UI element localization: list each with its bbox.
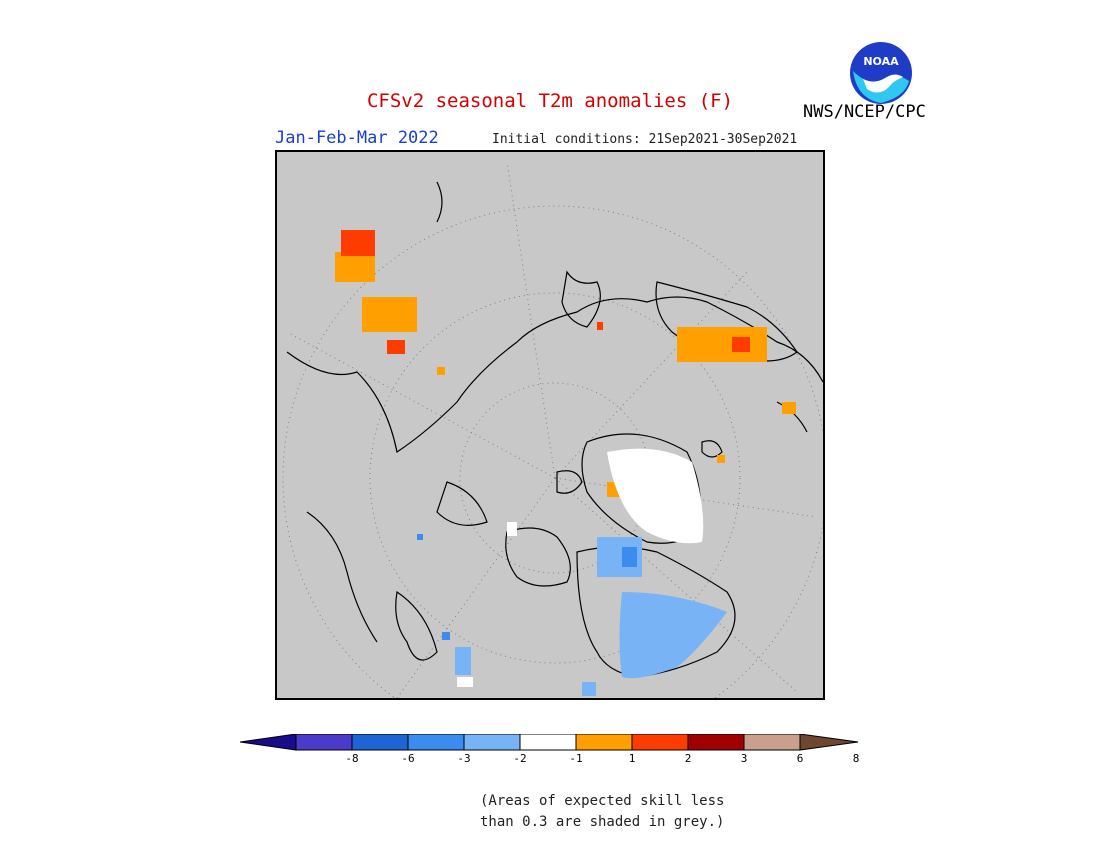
legend-swatch: [295, 733, 353, 751]
anomaly-patch: [717, 455, 725, 463]
anomaly-patch: [677, 327, 767, 362]
legend-tick-label: -6: [401, 752, 414, 765]
legend-tick-label: -2: [513, 752, 526, 765]
legend-swatch: [407, 733, 465, 751]
legend-swatch: [463, 733, 521, 751]
legend-tick-label: 3: [741, 752, 748, 765]
color-legend: -8 -6 -3 -2 -1 1 2 3 6 8: [239, 733, 860, 778]
map-panel: [275, 150, 825, 700]
skill-note: (Areas of expected skill less than 0.3 a…: [480, 791, 724, 833]
anomaly-patch: [437, 367, 445, 375]
anomaly-patch: [362, 297, 417, 332]
coastlines: [286, 181, 823, 678]
legend-swatch: [575, 733, 633, 751]
anomaly-patch: [782, 402, 796, 414]
legend-swatch: [743, 733, 801, 751]
anomaly-patch: [387, 340, 405, 354]
legend-tick-label: -3: [457, 752, 470, 765]
noaa-logo-text: NOAA: [863, 55, 899, 68]
anomaly-patch: [417, 534, 423, 540]
legend-tick-label: 6: [797, 752, 804, 765]
anomaly-patch: [622, 547, 637, 567]
near-normal-areas: [457, 448, 704, 687]
legend-tick-label: 8: [853, 752, 860, 765]
anomaly-patch: [335, 252, 375, 282]
anomaly-patch: [442, 632, 450, 640]
legend-swatch: [351, 733, 409, 751]
legend-tick-label: -8: [345, 752, 358, 765]
cold-anomalies: [417, 534, 727, 696]
legend-tick-label: 1: [629, 752, 636, 765]
legend-swatch: [631, 733, 689, 751]
anomaly-patch: [732, 337, 750, 352]
initial-conditions: Initial conditions: 21Sep2021-30Sep2021: [492, 132, 798, 147]
map-title: CFSv2 seasonal T2m anomalies (F): [366, 90, 734, 112]
legend-arrow-high: [799, 733, 859, 751]
skill-note-line-1: (Areas of expected skill less: [480, 793, 725, 809]
legend-swatch: [519, 733, 577, 751]
anomaly-patch: [341, 230, 375, 256]
legend-swatch: [687, 733, 745, 751]
polar-map: [282, 161, 823, 698]
organization-label: NWS/NCEP/CPC: [803, 102, 926, 122]
anomaly-patch: [455, 647, 471, 675]
anomaly-patch: [597, 322, 603, 330]
noaa-logo: NOAA: [849, 41, 913, 105]
forecast-period: Jan-Feb-Mar 2022: [275, 128, 439, 148]
legend-tick-label: 2: [685, 752, 692, 765]
color-legend-bar: -8 -6 -3 -2 -1 1 2 3 6 8: [239, 733, 860, 765]
warm-anomalies: [335, 230, 796, 497]
anomaly-patch: [619, 592, 727, 679]
skill-note-line-2: than 0.3 are shaded in grey.): [480, 814, 725, 830]
legend-arrow-low: [239, 733, 297, 751]
anomaly-patch: [582, 682, 596, 696]
legend-tick-label: -1: [569, 752, 582, 765]
